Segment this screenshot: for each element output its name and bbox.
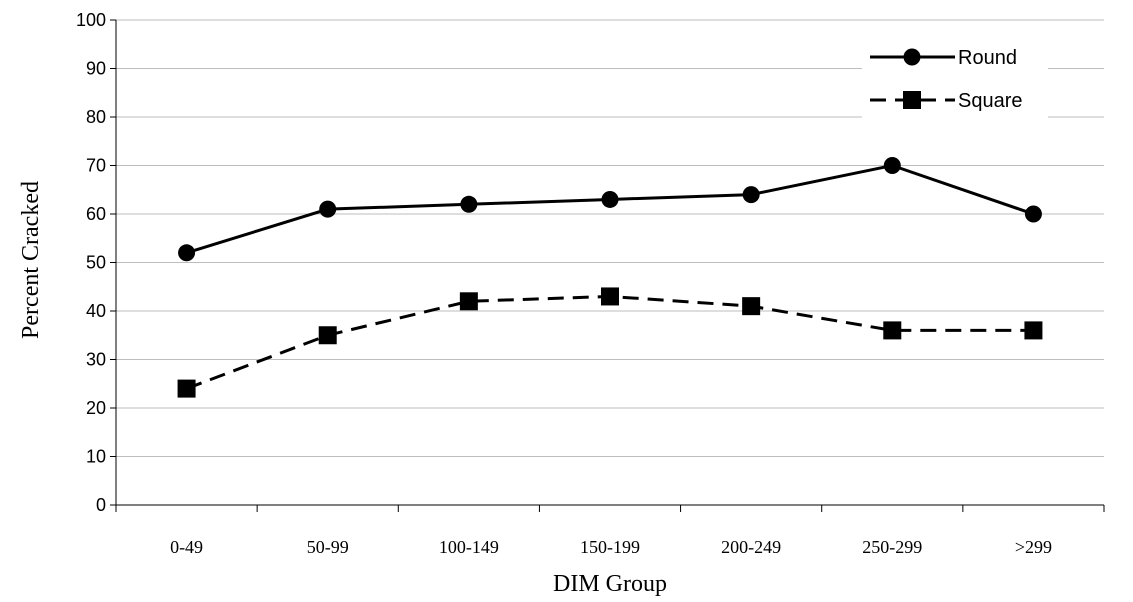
x-tick-label: 100-149 bbox=[439, 537, 499, 557]
data-point-square bbox=[459, 292, 478, 311]
data-point-round bbox=[1024, 205, 1042, 223]
series bbox=[177, 157, 1043, 398]
legend-marker-round bbox=[903, 48, 921, 66]
x-tick-label: 200-249 bbox=[721, 537, 781, 557]
data-point-square bbox=[177, 379, 196, 398]
y-tick-label: 90 bbox=[86, 59, 106, 79]
y-tick-label: 100 bbox=[76, 10, 106, 30]
data-point-square bbox=[742, 297, 761, 316]
y-tick-label: 20 bbox=[86, 398, 106, 418]
x-tick-label: >299 bbox=[1015, 537, 1052, 557]
x-axis-title: DIM Group bbox=[553, 571, 667, 597]
y-tick-label: 30 bbox=[86, 350, 106, 370]
legend-label-round: Round bbox=[958, 47, 1017, 69]
y-tick-label: 0 bbox=[96, 495, 106, 515]
y-tick-label: 50 bbox=[86, 253, 106, 273]
legend-label-square: Square bbox=[958, 90, 1023, 112]
legend-box bbox=[862, 40, 1048, 122]
data-point-square bbox=[318, 326, 337, 345]
y-tick-label: 40 bbox=[86, 301, 106, 321]
y-tick-label: 80 bbox=[86, 107, 106, 127]
series-line-round bbox=[186, 163, 1034, 255]
y-axis-title: Percent Cracked bbox=[18, 181, 44, 339]
x-tick-label: 150-199 bbox=[580, 537, 640, 557]
data-point-square bbox=[1024, 321, 1043, 340]
legend: Round Square bbox=[862, 40, 1048, 122]
x-tick-label: 50-99 bbox=[307, 537, 349, 557]
data-point-round bbox=[601, 190, 619, 208]
axes: 0 10 20 30 40 50 60 70 80 90 100 0-49 50-99 100-149 15… bbox=[76, 10, 1105, 557]
y-tick-label: 10 bbox=[86, 447, 106, 467]
y-tick-label: 60 bbox=[86, 204, 106, 224]
x-tick-label: 0-49 bbox=[170, 537, 203, 557]
x-tick-label: 250-299 bbox=[862, 537, 922, 557]
data-point-round bbox=[460, 195, 478, 213]
legend-marker-square bbox=[903, 91, 921, 109]
data-point-round bbox=[319, 200, 337, 218]
y-tick-label: 70 bbox=[86, 156, 106, 176]
gridlines bbox=[116, 19, 1104, 457]
data-point-round bbox=[178, 244, 196, 262]
data-point-square bbox=[883, 321, 902, 340]
data-point-square bbox=[601, 287, 619, 306]
data-point-round bbox=[883, 157, 901, 174]
series-line-square bbox=[186, 294, 1034, 391]
data-point-round bbox=[742, 186, 760, 204]
